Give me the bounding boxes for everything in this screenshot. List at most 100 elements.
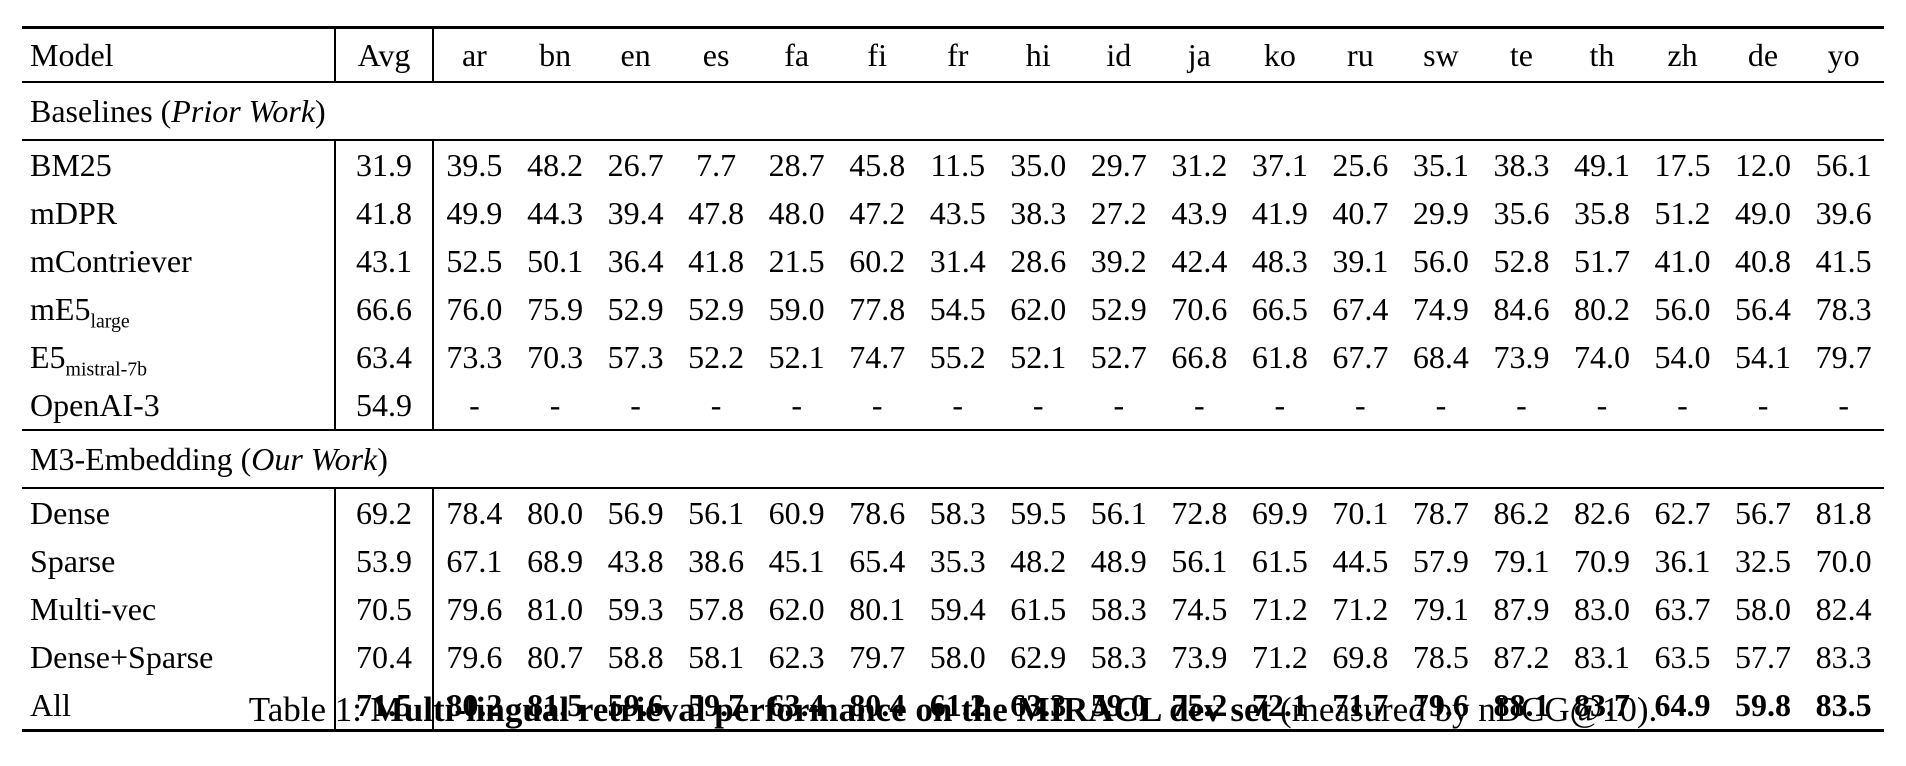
table-row: E5mistral-7b 63.4 73.3 70.3 57.3 52.2 52.1 74.7…	[22, 333, 1884, 381]
score-cell-sw: -	[1435, 386, 1447, 423]
model-name-subscript: large	[90, 309, 130, 332]
score-cell-sw: 78.5	[1412, 638, 1469, 675]
score-cell-ar: 73.3	[446, 338, 503, 375]
score-cell-te: 35.6	[1493, 194, 1550, 231]
score-cell-fa: 45.1	[768, 542, 825, 579]
score-cell-hi: 62.0	[1010, 290, 1067, 327]
score-cell-de: 49.0	[1735, 194, 1792, 231]
score-cell-ru: 67.4	[1332, 290, 1389, 327]
score-cell-id: 59.0	[1090, 686, 1147, 723]
score-cell-yo: 41.5	[1815, 242, 1872, 279]
score-cell-bn: 81.0	[527, 590, 584, 627]
column-header-fr: fr	[917, 27, 998, 83]
model-name: OpenAI-3	[30, 386, 160, 423]
score-cell-en: 57.3	[607, 338, 664, 375]
score-cell-ja: 70.6	[1171, 290, 1228, 327]
score-cell-hi: 28.6	[1010, 242, 1067, 279]
score-cell-th: 74.0	[1573, 338, 1630, 375]
table-row: mDPR 41.8 49.9 44.3 39.4 47.8 48.0 47.2 43.5 38.3…	[22, 189, 1884, 237]
score-cell-id: 39.2	[1090, 242, 1147, 279]
section-title-italic: Prior Work	[171, 92, 316, 129]
caption-prefix: Table 1:	[248, 690, 371, 729]
score-cell-ko: 66.5	[1251, 290, 1308, 327]
score-cell-fi: 65.4	[849, 542, 906, 579]
model-name-cell: Multi-vec	[22, 585, 335, 633]
model-name-cell: Dense	[22, 488, 335, 537]
model-name-cell: All	[22, 681, 335, 731]
score-cell-ar: 79.6	[446, 638, 503, 675]
avg-score-cell: 31.9	[334, 140, 434, 189]
score-cell-ru: 25.6	[1332, 146, 1389, 183]
table-row: mE5large 66.6 76.0 75.9 52.9 52.9 59.0 77.8 54.5…	[22, 285, 1884, 333]
score-cell-fr: 35.3	[929, 542, 986, 579]
model-name-cell: Sparse	[22, 537, 335, 585]
score-cell-yo: 70.0	[1815, 542, 1872, 579]
score-cell-ru: -	[1355, 386, 1366, 423]
score-cell-es: 52.9	[688, 290, 745, 327]
score-cell-th: 82.6	[1573, 494, 1630, 531]
score-cell-ar: 79.6	[446, 590, 503, 627]
model-name: All	[30, 686, 71, 723]
score-cell-yo: 79.7	[1815, 338, 1872, 375]
column-header-de: de	[1722, 27, 1804, 83]
table-row: Dense 69.2 78.4 80.0 56.9 56.1 60.9 78.6 58.3 59.…	[22, 488, 1884, 537]
score-cell-ar: 49.9	[446, 194, 503, 231]
score-cell-yo: 78.3	[1815, 290, 1872, 327]
score-cell-ko: 37.1	[1251, 146, 1308, 183]
score-cell-fr: 11.5	[930, 146, 986, 183]
score-cell-ru: 39.1	[1332, 242, 1389, 279]
score-cell-de: 54.1	[1735, 338, 1792, 375]
score-cell-hi: 59.5	[1010, 494, 1067, 531]
score-cell-id: 52.7	[1090, 338, 1147, 375]
score-cell-bn: 48.2	[527, 146, 584, 183]
score-cell-en: -	[630, 386, 641, 423]
score-cell-yo: 81.8	[1815, 494, 1872, 531]
score-cell-fa: 52.1	[768, 338, 825, 375]
score-cell-yo: 39.6	[1815, 194, 1872, 231]
score-cell-fi: 45.8	[849, 146, 906, 183]
table-header: Model Avg ar bn en es fa fi fr hi id ja ko ru sw te th zh…	[22, 27, 1884, 83]
table-row: Dense+Sparse 70.4 79.6 80.7 58.8 58.1 62.3 79.7…	[22, 633, 1884, 681]
model-name-cell: mDPR	[22, 189, 335, 237]
column-header-id: id	[1078, 27, 1160, 83]
score-cell-te: 86.2	[1493, 494, 1550, 531]
avg-score-cell: 66.6	[334, 285, 434, 333]
results-table: Model Avg ar bn en es fa fi fr hi id ja ko ru sw te th zh…	[22, 26, 1884, 732]
score-cell-de: 58.0	[1735, 590, 1792, 627]
model-name: Dense+Sparse	[30, 638, 214, 675]
score-cell-id: -	[1113, 386, 1125, 423]
score-cell-id: 48.9	[1090, 542, 1147, 579]
score-cell-en: 26.7	[607, 146, 664, 183]
score-cell-id: 56.1	[1090, 494, 1147, 531]
score-cell-ar: 78.4	[446, 494, 503, 531]
score-cell-sw: 79.1	[1412, 590, 1469, 627]
column-header-fa: fa	[756, 27, 837, 83]
score-cell-hi: 48.2	[1010, 542, 1067, 579]
model-name: Sparse	[30, 542, 116, 579]
section-title-prefix: M3-Embedding (	[30, 440, 252, 477]
table-row: mContriever 43.1 52.5 50.1 36.4 41.8 21.5 60.2 3…	[22, 237, 1884, 285]
score-cell-te: 52.8	[1493, 242, 1550, 279]
score-cell-ja: 75.2	[1171, 686, 1228, 723]
score-cell-es: 59.7	[688, 686, 745, 723]
score-cell-fa: 48.0	[768, 194, 825, 231]
score-cell-te: 84.6	[1493, 290, 1550, 327]
score-cell-id: 58.3	[1090, 638, 1147, 675]
section-title-prefix: Baselines (	[30, 92, 172, 129]
model-name-cell: BM25	[22, 140, 335, 189]
table-row: BM25 31.9 39.5 48.2 26.7 7.7 28.7 45.8 11.5 35.0 2…	[22, 140, 1884, 189]
score-cell-hi: 63.3	[1010, 686, 1067, 723]
score-cell-ja: 56.1	[1171, 542, 1228, 579]
score-cell-bn: 81.5	[527, 686, 584, 723]
score-cell-fa: 62.3	[768, 638, 825, 675]
score-cell-es: 38.6	[688, 542, 745, 579]
score-cell-zh: 17.5	[1654, 146, 1711, 183]
score-cell-ru: 44.5	[1332, 542, 1389, 579]
score-cell-ko: 61.5	[1251, 542, 1308, 579]
score-cell-fr: 61.2	[929, 686, 986, 723]
score-cell-fi: 77.8	[849, 290, 906, 327]
score-cell-sw: 35.1	[1412, 146, 1469, 183]
score-cell-th: 35.8	[1573, 194, 1630, 231]
score-cell-hi: 38.3	[1010, 194, 1067, 231]
score-cell-te: 88.1	[1493, 686, 1550, 723]
